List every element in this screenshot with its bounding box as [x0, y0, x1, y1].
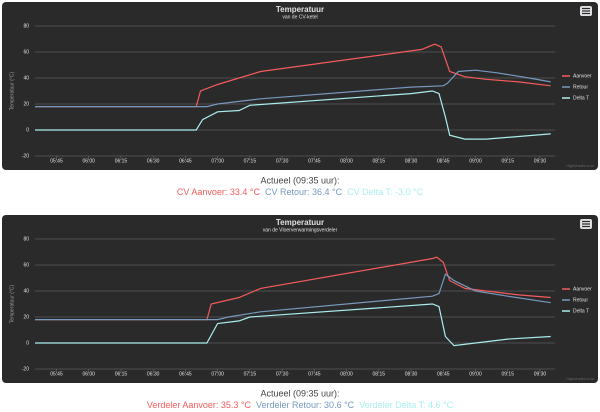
chart-title: Temperatuur — [276, 5, 324, 14]
x-tick-label: 07:00 — [211, 158, 224, 164]
legend-label: Delta T — [573, 95, 589, 101]
x-tick-label: 06:00 — [82, 158, 95, 164]
chart-subtitle: van de CV-ketel — [282, 14, 317, 20]
chart-panel — [2, 215, 598, 383]
chart-title: Temperatuur — [276, 218, 324, 227]
legend-item[interactable]: Delta T — [562, 308, 589, 314]
x-tick-label: 07:45 — [308, 371, 321, 377]
series-line — [35, 69, 551, 108]
x-tick-label: 07:45 — [308, 158, 321, 164]
legend-label: Aanvoer — [573, 73, 592, 79]
x-tick-label: 08:15 — [373, 158, 386, 164]
y-tick-label: 20 — [23, 101, 29, 107]
y-tick-label: -20 — [22, 153, 29, 159]
x-tick-label: 09:00 — [469, 371, 482, 377]
x-tick-label: 06:45 — [179, 371, 192, 377]
x-tick-label: 09:30 — [534, 371, 547, 377]
y-axis-title: Temperatuur (°C) — [9, 71, 15, 110]
x-tick-label: 06:15 — [115, 158, 128, 164]
legend-label: Delta T — [573, 308, 589, 314]
x-tick-label: 07:00 — [211, 371, 224, 377]
x-tick-label: 09:15 — [501, 371, 514, 377]
x-tick-label: 06:00 — [82, 371, 95, 377]
x-tick-label: 08:45 — [437, 158, 450, 164]
y-tick-label: 60 — [23, 262, 29, 268]
readings: CV Aanvoer: 33.4 °C CV Retour: 36.4 °C CV … — [177, 187, 424, 197]
y-tick-label: 60 — [23, 49, 29, 55]
y-tick-label: 40 — [23, 75, 29, 81]
x-tick-label: 08:30 — [405, 158, 418, 164]
x-tick-label: 06:45 — [179, 158, 192, 164]
x-tick-label: 08:45 — [437, 371, 450, 377]
x-tick-label: 07:30 — [276, 158, 289, 164]
legend-item[interactable]: Aanvoer — [562, 73, 592, 79]
legend-label: Retour — [573, 84, 588, 90]
readings: Verdeler Aanvoer: 35.3 °C Verdeler Retour… — [147, 400, 454, 410]
credits: Highcharts.com — [566, 376, 594, 381]
chart-panel — [2, 2, 598, 170]
legend-item[interactable]: Retour — [562, 84, 588, 90]
x-tick-label: 05:45 — [50, 371, 63, 377]
x-tick-label: 08:00 — [340, 371, 353, 377]
legend-item[interactable]: Aanvoer — [562, 286, 592, 292]
credits: Highcharts.com — [566, 163, 594, 168]
x-tick-label: 06:30 — [147, 158, 160, 164]
menu-button[interactable] — [580, 6, 592, 16]
chart-subtitle: van de Vloerverwarmingsverdeler — [263, 227, 338, 233]
legend-label: Aanvoer — [573, 286, 592, 292]
x-tick-label: 09:00 — [469, 158, 482, 164]
x-tick-label: 07:30 — [276, 371, 289, 377]
y-tick-label: 80 — [23, 23, 29, 29]
reading: Verdeler Aanvoer: 35.3 °C — [147, 400, 252, 410]
legend-item[interactable]: Retour — [562, 297, 588, 303]
x-tick-label: 05:45 — [50, 158, 63, 164]
reading: CV Aanvoer: 33.4 °C — [177, 187, 261, 197]
x-tick-label: 06:30 — [147, 371, 160, 377]
y-tick-label: 20 — [23, 314, 29, 320]
legend-label: Retour — [573, 297, 588, 303]
reading: Verdeler Delta T: 4.6 °C — [359, 400, 453, 410]
x-tick-label: 08:30 — [405, 371, 418, 377]
caption: Actueel (09:35 uur): — [260, 388, 339, 398]
series-line — [35, 90, 551, 140]
y-tick-label: 0 — [26, 127, 29, 133]
x-tick-label: 08:15 — [373, 371, 386, 377]
x-tick-label: 06:15 — [115, 371, 128, 377]
x-tick-label: 07:15 — [244, 158, 257, 164]
legend-item[interactable]: Delta T — [562, 95, 589, 101]
reading: CV Retour: 36.4 °C — [265, 187, 343, 197]
series-line — [35, 303, 551, 347]
y-axis-title: Temperatuur (°C) — [9, 284, 15, 323]
caption: Actueel (09:35 uur): — [260, 175, 339, 185]
menu-button[interactable] — [580, 219, 592, 229]
x-tick-label: 07:15 — [244, 371, 257, 377]
y-tick-label: 40 — [23, 288, 29, 294]
x-tick-label: 09:15 — [501, 158, 514, 164]
series-line — [35, 256, 551, 321]
y-tick-label: 80 — [23, 236, 29, 242]
x-tick-label: 08:00 — [340, 158, 353, 164]
x-tick-label: 09:30 — [534, 158, 547, 164]
y-tick-label: -20 — [22, 366, 29, 372]
series-line — [35, 273, 551, 321]
reading: Verdeler Retour: 30.6 °C — [256, 400, 355, 410]
y-tick-label: 0 — [26, 340, 29, 346]
series-line — [35, 43, 551, 108]
reading: CV Delta T: -3.0 °C — [347, 187, 423, 197]
